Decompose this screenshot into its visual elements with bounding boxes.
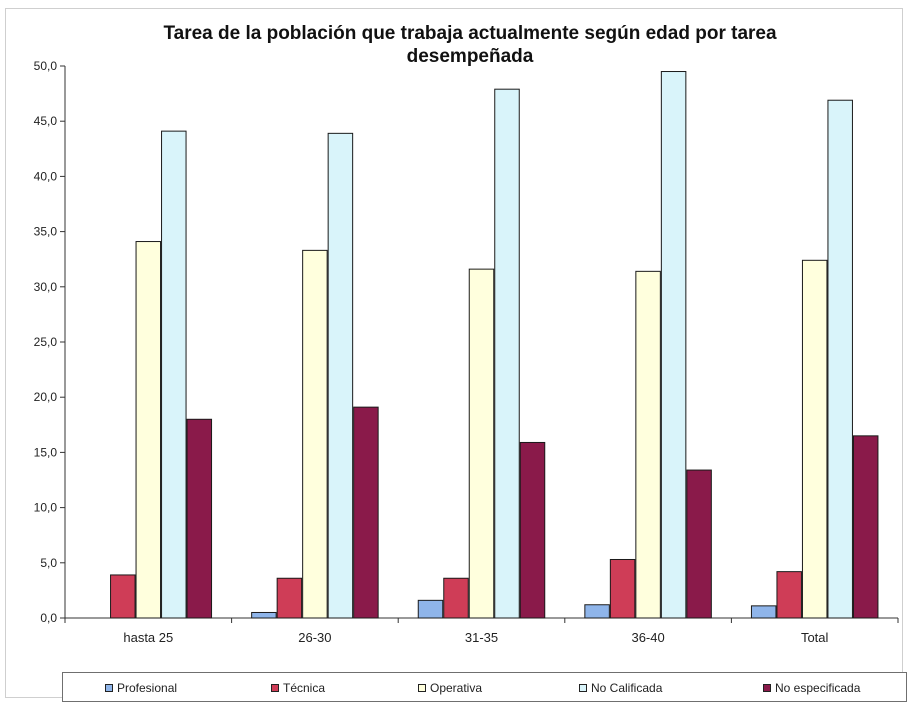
- legend-item: Profesional: [105, 681, 177, 695]
- bar: [776, 571, 802, 619]
- bar: [584, 604, 610, 619]
- chart-legend: Profesional Técnica Operativa No Calific…: [62, 672, 907, 702]
- chart-bars: [110, 71, 879, 619]
- bar: [276, 577, 303, 619]
- y-tick-label: 40,0: [34, 169, 58, 183]
- bar: [750, 605, 777, 619]
- chart-ticks: 0,0 5,0 10,0 15,0 20,0 25,0 30,0 35,0 40,0 45,0 50…: [34, 59, 829, 645]
- legend-swatch-icon: [418, 684, 426, 692]
- bar: [327, 132, 354, 619]
- legend-label: Técnica: [283, 681, 326, 695]
- bar: [251, 611, 277, 619]
- legend-swatch-icon: [105, 684, 113, 692]
- legend-label: Profesional: [117, 681, 178, 695]
- bar: [686, 469, 712, 619]
- bar: [468, 268, 495, 619]
- x-tick-label: 36-40: [631, 630, 664, 645]
- legend-swatch-icon: [271, 684, 279, 692]
- y-tick-label: 20,0: [34, 390, 58, 404]
- y-tick-label: 5,0: [40, 556, 57, 570]
- bar: [801, 259, 828, 619]
- bar: [353, 406, 379, 619]
- x-tick-label: 26-30: [298, 630, 331, 645]
- bar: [110, 574, 136, 619]
- y-tick-label: 35,0: [34, 225, 58, 239]
- legend-swatch-icon: [579, 684, 587, 692]
- y-tick-label: 50,0: [34, 59, 58, 73]
- legend-item: Operativa: [418, 681, 482, 695]
- bar: [852, 435, 879, 619]
- chart-title: Tarea de la población que trabaja actual…: [163, 23, 777, 67]
- y-tick-label: 10,0: [34, 501, 58, 515]
- legend-label: No especificada: [775, 681, 861, 695]
- y-tick-label: 15,0: [34, 445, 58, 459]
- bar: [635, 270, 661, 619]
- x-tick-label: hasta 25: [123, 630, 173, 645]
- x-tick-label: 31-35: [465, 630, 498, 645]
- y-tick-label: 0,0: [40, 611, 57, 625]
- y-tick-label: 25,0: [34, 335, 58, 349]
- bar: [443, 577, 469, 619]
- x-tick-label: Total: [801, 630, 829, 645]
- legend-item: Técnica: [271, 681, 325, 695]
- bar: [660, 71, 687, 619]
- bar: [609, 558, 636, 619]
- bar: [161, 130, 187, 619]
- y-tick-label: 45,0: [34, 114, 58, 128]
- bar: [417, 599, 444, 619]
- bar: [494, 88, 520, 619]
- bar: [519, 441, 546, 619]
- legend-item: No especificada: [763, 681, 860, 695]
- legend-swatch-icon: [763, 684, 771, 692]
- y-tick-label: 30,0: [34, 280, 58, 294]
- legend-label: Operativa: [430, 681, 483, 695]
- bar: [827, 99, 853, 619]
- legend-item: No Calificada: [579, 681, 662, 695]
- legend-label: No Calificada: [591, 681, 663, 695]
- bar: [186, 418, 213, 619]
- bar: [302, 249, 328, 619]
- bar: [135, 241, 162, 619]
